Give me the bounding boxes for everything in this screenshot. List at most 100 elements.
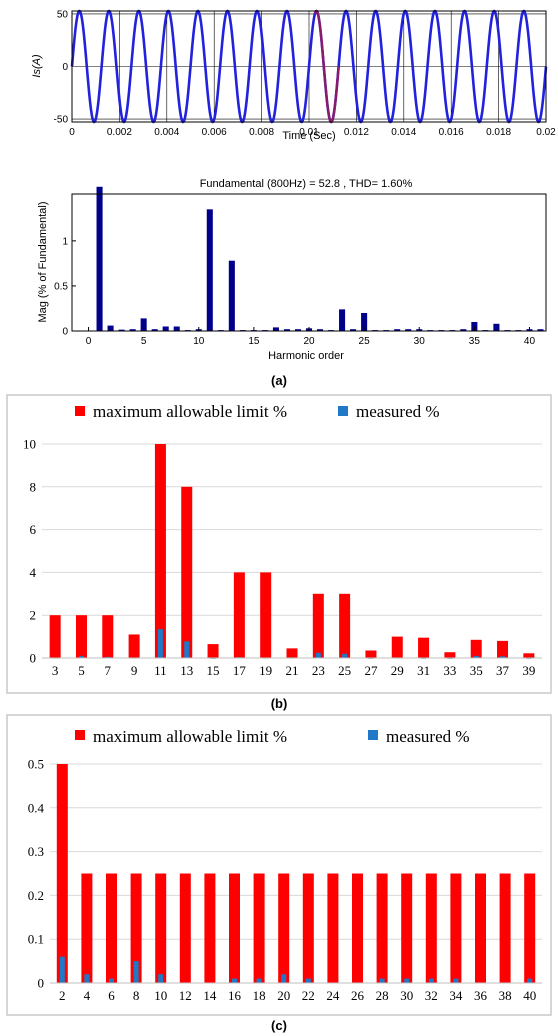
x-tick-label: 16 bbox=[228, 988, 242, 1003]
limit-bar bbox=[352, 873, 363, 983]
x-tick-label: 18 bbox=[253, 988, 266, 1003]
spectrum-y-tick-label: 0 bbox=[62, 327, 68, 338]
measured-bar bbox=[158, 974, 164, 983]
waveform-y-tick-label: 50 bbox=[57, 9, 69, 20]
limit-bar bbox=[339, 593, 351, 658]
spectrum-y-axis-label: Mag (% of Fundamental) bbox=[37, 201, 49, 322]
x-tick-label: 37 bbox=[496, 663, 510, 678]
waveform-x-tick-label: 0.018 bbox=[486, 127, 511, 138]
limit-bar bbox=[56, 764, 68, 983]
limit-bar bbox=[75, 615, 87, 658]
y-tick-label: 6 bbox=[30, 522, 37, 537]
odd-harmonics-panel bbox=[6, 394, 552, 694]
measured-bar bbox=[232, 978, 237, 983]
spectrum-x-axis-label: Harmonic order bbox=[268, 350, 344, 362]
limit-bar bbox=[524, 873, 536, 983]
measured-bar bbox=[157, 629, 163, 658]
x-tick-label: 28 bbox=[376, 988, 389, 1003]
measured-bar bbox=[428, 978, 434, 983]
measured-bar bbox=[527, 978, 533, 983]
limit-bar bbox=[286, 648, 298, 658]
legend-swatch-measured bbox=[368, 730, 378, 740]
limit-bar bbox=[179, 873, 191, 983]
spectrum-x-tick-label: 35 bbox=[469, 336, 481, 347]
spectrum-bar bbox=[294, 329, 302, 331]
legend-swatch-limit bbox=[75, 730, 85, 740]
spectrum-bar bbox=[460, 329, 467, 331]
waveform-plot-frame bbox=[71, 10, 547, 123]
spectrum-bar bbox=[173, 326, 180, 331]
legend-swatch-measured bbox=[338, 406, 348, 416]
waveform-x-tick-label: 0 bbox=[69, 127, 75, 138]
spectrum-x-tick-label: 25 bbox=[359, 336, 371, 347]
limit-bar bbox=[450, 873, 462, 983]
x-tick-label: 3 bbox=[52, 663, 59, 678]
measured-bar bbox=[59, 956, 65, 983]
y-tick-label: 10 bbox=[23, 437, 36, 452]
x-tick-label: 19 bbox=[259, 663, 272, 678]
y-tick-label: 0.5 bbox=[28, 757, 44, 772]
limit-bar bbox=[49, 615, 61, 658]
caption-b: (b) bbox=[271, 696, 288, 711]
x-tick-label: 34 bbox=[449, 988, 463, 1003]
measured-bar bbox=[500, 656, 506, 658]
measured-bar bbox=[453, 978, 459, 983]
spectrum-bar bbox=[228, 260, 235, 331]
y-tick-label: 8 bbox=[30, 479, 37, 494]
limit-bar bbox=[376, 873, 388, 983]
spectrum-x-tick-label: 15 bbox=[248, 336, 260, 347]
spectrum-x-tick-label: 40 bbox=[524, 336, 536, 347]
limit-bar bbox=[204, 873, 216, 983]
limit-bar bbox=[233, 572, 245, 658]
spectrum-title: Fundamental (800Hz) = 52.8 , THD= 1.60% bbox=[200, 178, 413, 190]
measured-bar bbox=[404, 978, 410, 983]
x-tick-label: 13 bbox=[180, 663, 193, 678]
limit-bar bbox=[391, 636, 403, 658]
measured-bar bbox=[256, 978, 262, 983]
x-tick-label: 29 bbox=[391, 663, 404, 678]
x-tick-label: 26 bbox=[351, 988, 365, 1003]
waveform-x-axis-label: Time (Sec) bbox=[282, 130, 335, 142]
spectrum-bar bbox=[405, 329, 412, 331]
spectrum-y-tick-label: 1 bbox=[62, 236, 68, 247]
y-tick-label: 0.1 bbox=[28, 932, 44, 947]
spectrum-bar bbox=[537, 329, 544, 331]
limit-bar bbox=[154, 444, 166, 658]
spectrum-bar bbox=[361, 312, 368, 331]
limit-bar bbox=[260, 572, 272, 658]
measured-bar bbox=[473, 655, 479, 658]
y-tick-label: 0.3 bbox=[28, 844, 44, 859]
measured-bar bbox=[305, 978, 311, 983]
spectrum-x-tick-label: 20 bbox=[303, 336, 315, 347]
limit-bar bbox=[470, 639, 482, 658]
measured-bar bbox=[379, 978, 385, 983]
x-tick-label: 15 bbox=[207, 663, 220, 678]
even-harmonics-legend: maximum allowable limit % measured % bbox=[75, 727, 470, 746]
waveform-y-axis-label: Is(A) bbox=[31, 54, 43, 78]
limit-bar bbox=[327, 873, 339, 983]
x-tick-label: 31 bbox=[417, 663, 430, 678]
x-tick-label: 21 bbox=[286, 663, 299, 678]
x-tick-label: 36 bbox=[474, 988, 488, 1003]
spectrum-bar bbox=[350, 329, 357, 331]
caption-c: (c) bbox=[271, 1018, 287, 1033]
measured-bar bbox=[109, 978, 114, 983]
spectrum-bar bbox=[140, 318, 147, 331]
measured-bar bbox=[105, 656, 111, 658]
measured-bar bbox=[315, 652, 321, 658]
x-tick-label: 33 bbox=[443, 663, 456, 678]
limit-bar bbox=[497, 640, 509, 658]
waveform-y-tick-label: 0 bbox=[62, 62, 68, 73]
measured-bar bbox=[281, 974, 287, 983]
spectrum-bar bbox=[151, 329, 158, 331]
waveform-x-tick-label: 0.014 bbox=[391, 127, 416, 138]
x-tick-label: 5 bbox=[78, 663, 85, 678]
waveform-x-tick-label: 0.01 bbox=[299, 127, 319, 138]
limit-bar bbox=[229, 873, 240, 983]
y-tick-label: 0.4 bbox=[28, 800, 45, 815]
limit-bar bbox=[128, 634, 140, 658]
waveform-highlight-cycle bbox=[313, 9, 340, 124]
limit-bar bbox=[401, 873, 413, 983]
waveform-x-tick-label: 0.012 bbox=[344, 127, 369, 138]
y-tick-label: 2 bbox=[30, 608, 37, 623]
